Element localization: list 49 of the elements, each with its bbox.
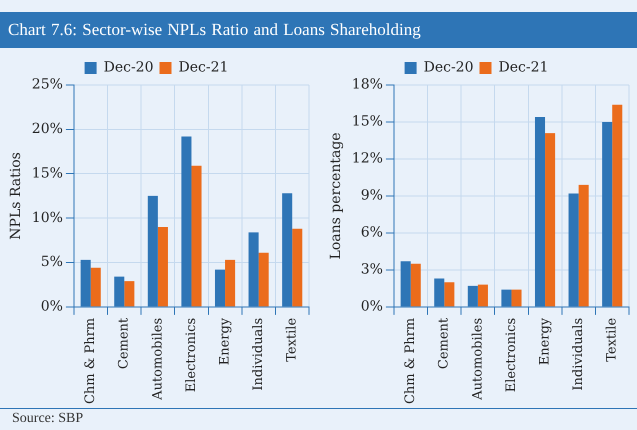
x-tick-label: Individuals xyxy=(571,318,586,391)
x-tick-label: Electronics xyxy=(504,318,519,392)
bar xyxy=(478,284,488,306)
x-tick-label: Automobiles xyxy=(470,318,486,401)
bar xyxy=(292,228,302,306)
y-tick-label: 3% xyxy=(360,262,383,278)
bar xyxy=(545,133,556,306)
x-tick-label: Cement xyxy=(436,317,452,370)
bar xyxy=(90,268,101,306)
x-tick-label: Electronics xyxy=(184,318,199,392)
chart-title: Chart 7.6: Sector-wise NPLs Ratio and Loans Shareholding xyxy=(0,12,637,48)
y-tick-label: 0% xyxy=(40,298,63,314)
y-tick-label: 25% xyxy=(32,76,63,93)
bar xyxy=(191,166,202,306)
bar xyxy=(511,290,522,306)
x-tick-label: Cement xyxy=(116,317,132,370)
legend-label: Dec-21 xyxy=(178,60,228,76)
bar xyxy=(410,264,421,306)
y-axis-title: Loans percentage xyxy=(328,132,344,260)
x-tick-label: Automobiles xyxy=(150,318,166,401)
legend-label: Dec-21 xyxy=(498,60,548,76)
y-tick-label: 15% xyxy=(32,165,63,182)
x-tick-label: Textile xyxy=(604,318,620,362)
y-tick-label: 15% xyxy=(352,114,383,130)
bar xyxy=(124,281,134,306)
y-tick-label: 5% xyxy=(40,254,63,270)
x-tick-label: Chm & Phrm xyxy=(403,318,418,404)
y-axis-title: NPLs Ratios xyxy=(8,152,24,240)
bar xyxy=(225,260,236,306)
x-tick-label: Individuals xyxy=(251,318,266,391)
legend-label: Dec-20 xyxy=(104,60,154,76)
y-tick-label: 12% xyxy=(352,150,383,167)
x-tick-label: Energy xyxy=(217,317,232,366)
bar xyxy=(612,104,622,306)
bar xyxy=(258,252,269,306)
source-note: Source: SBP xyxy=(12,411,84,427)
bar xyxy=(444,282,454,306)
y-tick-label: 0% xyxy=(360,298,383,314)
y-tick-label: 9% xyxy=(360,188,383,204)
x-tick-label: Energy xyxy=(537,317,552,366)
legend-label: Dec-20 xyxy=(424,60,474,76)
y-tick-label: 6% xyxy=(360,224,383,241)
y-tick-label: 10% xyxy=(32,210,63,226)
bar xyxy=(158,226,168,306)
x-tick-label: Chm & Phrm xyxy=(83,318,98,404)
x-tick-label: Textile xyxy=(284,318,300,362)
y-tick-label: 20% xyxy=(32,121,63,138)
y-tick-label: 18% xyxy=(352,76,383,93)
bar xyxy=(578,184,589,306)
